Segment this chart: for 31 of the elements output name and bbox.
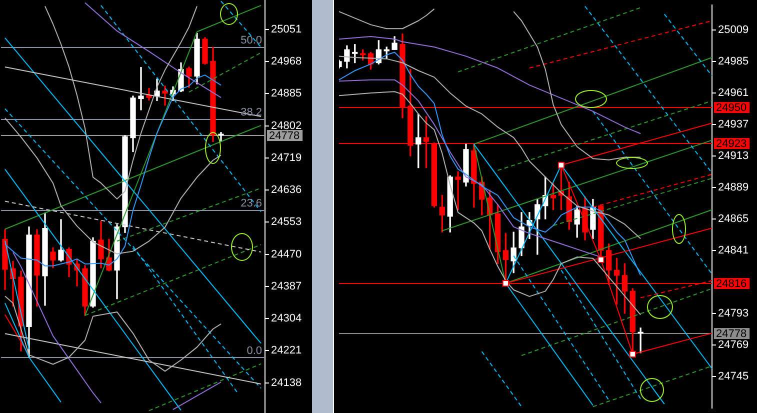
y-tick-label: 24138 bbox=[271, 376, 302, 389]
y-tick-label: 25009 bbox=[718, 24, 749, 36]
annotation: 0.0 bbox=[246, 344, 262, 357]
y-tick-label: 24841 bbox=[718, 244, 749, 257]
y-tick-label: 24913 bbox=[718, 150, 749, 162]
y-tick-label: 24885 bbox=[271, 88, 302, 100]
y-tick-label: 24719 bbox=[271, 152, 302, 164]
ref-line-label: 24816 bbox=[716, 278, 747, 290]
y-tick-label: 24865 bbox=[718, 213, 749, 225]
ref-line-label: 24778 bbox=[269, 130, 300, 142]
y-tick-label: 24961 bbox=[718, 86, 749, 99]
ref-line-label: 24778 bbox=[716, 328, 747, 340]
ref-line-label: 24923 bbox=[716, 138, 747, 150]
y-tick-label: 24387 bbox=[271, 280, 302, 292]
y-tick-label: 24937 bbox=[718, 118, 749, 130]
y-tick-label: 24802 bbox=[271, 120, 302, 132]
annotation: 50.0 bbox=[240, 34, 262, 46]
y-tick-label: 24304 bbox=[271, 312, 302, 325]
y-tick-label: 24636 bbox=[271, 184, 302, 196]
y-tick-label: 24470 bbox=[271, 248, 302, 260]
y-tick-label: 25051 bbox=[271, 23, 302, 36]
y-tick-label: 24968 bbox=[271, 56, 302, 68]
annotation: 23.6 bbox=[240, 198, 262, 210]
y-tick-label: 24793 bbox=[718, 308, 749, 320]
y-tick-label: 24769 bbox=[718, 339, 749, 352]
y-tick-label: 24889 bbox=[718, 181, 749, 194]
y-tick-label: 24745 bbox=[718, 370, 749, 383]
ref-line-label: 24950 bbox=[716, 102, 747, 114]
y-tick-label: 24985 bbox=[718, 55, 749, 68]
y-tick-label: 24553 bbox=[271, 216, 302, 228]
y-tick-label: 24221 bbox=[271, 344, 302, 357]
